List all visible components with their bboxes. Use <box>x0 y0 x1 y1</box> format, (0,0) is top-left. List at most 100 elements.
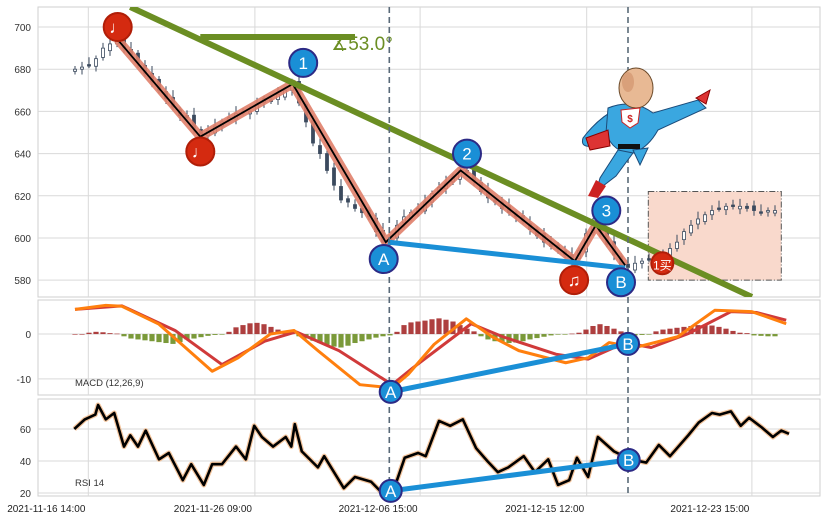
macd-histogram-bar <box>471 331 477 335</box>
macd-histogram-bar <box>254 322 260 335</box>
macd-histogram-bar <box>569 333 575 335</box>
candle-body <box>738 205 742 210</box>
x-tick-label: 2021-12-06 15:00 <box>339 504 418 515</box>
macd-histogram-bar <box>352 334 358 344</box>
candle-body <box>626 263 630 268</box>
y-tick-label: 660 <box>14 107 31 118</box>
macd-histogram-bar <box>744 333 750 335</box>
macd-histogram-bar <box>156 334 162 343</box>
candle <box>346 195 350 208</box>
candle-body <box>87 64 91 67</box>
marker-circle <box>102 12 133 43</box>
candle-body <box>101 47 105 58</box>
marker-label: ♫ <box>568 271 581 290</box>
macd-histogram-bar <box>457 325 463 335</box>
candle-body <box>640 260 644 264</box>
rsi-label: RSI 14 <box>75 478 104 489</box>
macd-histogram-bar <box>338 334 344 348</box>
rsi-line <box>73 403 790 496</box>
macd-histogram-bar <box>772 334 778 337</box>
candle-body <box>731 204 735 207</box>
marker-label: A <box>385 482 397 501</box>
trend-line <box>129 7 754 297</box>
candle-body <box>682 231 686 241</box>
marker-label: ♩ <box>192 142 209 161</box>
marker-label: 3 <box>602 202 611 221</box>
candle-body <box>689 224 693 234</box>
pattern-marker: 2 <box>452 138 482 169</box>
candle <box>675 234 679 252</box>
candle <box>80 61 84 75</box>
candle-body <box>318 145 322 154</box>
candle <box>325 150 329 174</box>
macd-histogram-bar <box>415 321 421 335</box>
macd-histogram-bar <box>765 334 771 337</box>
candle <box>633 255 637 274</box>
candle-body <box>80 66 84 70</box>
pattern-marker: ♫ <box>559 265 590 296</box>
macd-histogram-bar <box>723 328 729 335</box>
pattern-marker: ♩ <box>185 136 216 167</box>
macd-histogram-bar <box>436 318 442 335</box>
marker-label: B <box>622 335 633 354</box>
macd-histogram-bar <box>380 334 386 337</box>
hero-leg-back <box>632 147 649 167</box>
macd-histogram-bar <box>618 331 624 335</box>
candle-body <box>759 211 763 214</box>
macd-histogram-bar <box>121 334 127 337</box>
y-tick-label: 40 <box>20 457 32 468</box>
candle-body <box>325 153 329 171</box>
hero-boot <box>588 180 606 198</box>
x-tick-label: 2021-12-23 15:00 <box>670 504 749 515</box>
macd-line <box>74 303 787 390</box>
macd-histogram-bar <box>422 320 428 335</box>
marker-circle <box>378 478 403 503</box>
macd-histogram-bar <box>548 334 554 336</box>
macd-histogram-bar <box>583 329 589 335</box>
macd-histogram-bar <box>240 325 246 335</box>
macd-histogram-bar <box>142 334 148 341</box>
candle-body <box>633 262 637 271</box>
macd-histogram-bar <box>261 324 267 335</box>
marker-label: B <box>615 273 626 292</box>
pattern-marker: ♩ <box>102 12 133 43</box>
hero-shield-letter: $ <box>627 114 633 125</box>
zigzag-line <box>117 39 626 266</box>
macd-histogram-bar <box>737 332 743 335</box>
x-tick-label: 2021-12-15 12:00 <box>505 504 584 515</box>
pattern-marker: A <box>368 244 399 275</box>
y-tick-label: 580 <box>14 276 31 287</box>
candle-body <box>696 218 700 225</box>
macd-histogram-bar <box>128 334 134 339</box>
macd-histogram-bar <box>513 334 519 343</box>
candle <box>745 203 749 212</box>
y-tick-label: -10 <box>17 375 32 386</box>
candle-body <box>647 258 651 261</box>
y-tick-label: 600 <box>14 234 31 245</box>
macd-histogram-bar <box>639 334 645 335</box>
candle <box>773 205 777 217</box>
candle-body <box>745 205 749 209</box>
marker-circle <box>591 195 622 226</box>
macd-histogram-bar <box>100 332 106 335</box>
marker-label: 1 <box>298 54 307 73</box>
macd-histogram-bar <box>562 334 568 335</box>
marker-circle <box>616 331 640 356</box>
macd-histogram-bar <box>114 333 120 335</box>
y-tick-label: 640 <box>14 150 31 161</box>
x-tick-label: 2021-11-16 14:00 <box>7 504 86 515</box>
pattern-marker: B <box>606 267 636 298</box>
panel-frame <box>37 299 821 396</box>
marker-circle <box>288 47 319 78</box>
marker-label: ♩ <box>109 18 126 37</box>
macd-histogram-bar <box>520 334 526 342</box>
marker-circle <box>559 265 590 296</box>
macd-histogram-bar <box>611 328 617 335</box>
macd-histogram-bar <box>674 327 680 335</box>
candle <box>339 179 343 204</box>
macd-histogram-bar <box>443 319 449 335</box>
candle <box>353 199 357 212</box>
macd-histogram-bar <box>170 334 176 344</box>
candle <box>766 207 770 217</box>
